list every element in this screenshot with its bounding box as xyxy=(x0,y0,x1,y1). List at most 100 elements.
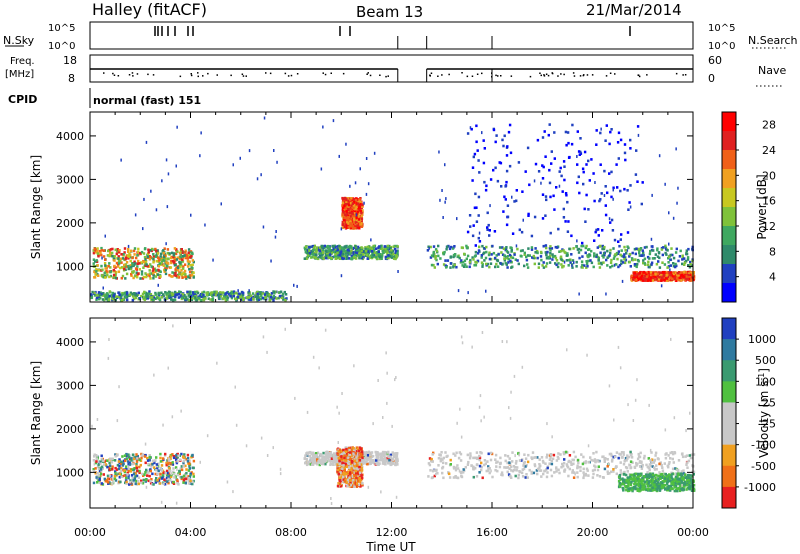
data-cell xyxy=(515,244,518,248)
data-cell xyxy=(283,290,286,294)
data-cell xyxy=(392,461,395,465)
data-cell xyxy=(388,244,391,248)
data-cell xyxy=(494,256,497,260)
data-cell xyxy=(649,271,653,274)
data-cell xyxy=(211,291,214,294)
cpid-value: normal (fast) 151 xyxy=(93,94,201,107)
nave-dot xyxy=(476,73,479,75)
data-cell xyxy=(156,472,159,476)
data-cell xyxy=(160,252,163,256)
data-cell xyxy=(681,274,684,277)
data-cell xyxy=(314,256,318,260)
data-cell xyxy=(660,279,663,282)
data-cell xyxy=(628,252,632,256)
data-cell xyxy=(396,463,399,466)
data-cell xyxy=(360,460,363,464)
data-cell xyxy=(353,209,356,212)
data-cell xyxy=(615,163,618,166)
data-cell xyxy=(365,192,368,196)
data-cell xyxy=(109,457,112,461)
data-cell xyxy=(360,215,363,218)
data-cell xyxy=(145,140,148,144)
data-cell xyxy=(627,208,630,211)
nave-dot xyxy=(572,72,575,74)
data-cell xyxy=(635,275,639,279)
data-cell xyxy=(132,271,135,274)
data-cell xyxy=(256,292,259,296)
data-cell xyxy=(641,249,644,252)
data-cell xyxy=(374,256,378,259)
data-cell xyxy=(350,254,353,258)
data-cell xyxy=(99,462,102,466)
data-cell xyxy=(90,293,93,296)
data-cell xyxy=(184,256,188,260)
data-cell xyxy=(634,173,638,176)
colorbar-swatch xyxy=(722,112,736,132)
data-cell xyxy=(178,255,182,259)
data-cell xyxy=(633,276,636,279)
nave-dot xyxy=(471,75,474,77)
data-cell xyxy=(675,279,678,282)
data-cell xyxy=(362,461,365,465)
data-cell xyxy=(105,292,109,295)
nave-dot xyxy=(491,76,493,78)
data-cell xyxy=(310,252,313,256)
data-cell xyxy=(465,246,469,249)
nave-dot xyxy=(646,74,648,76)
data-cell xyxy=(444,259,447,262)
data-cell xyxy=(92,258,96,261)
data-cell xyxy=(143,255,147,259)
data-cell xyxy=(328,249,331,252)
data-cell xyxy=(366,245,370,249)
data-cell xyxy=(135,474,139,478)
data-cell xyxy=(367,456,371,460)
data-cell xyxy=(129,291,132,295)
data-cell xyxy=(664,244,667,248)
data-cell xyxy=(656,247,659,250)
data-cell xyxy=(336,248,340,251)
data-cell xyxy=(191,453,194,457)
data-cell xyxy=(355,202,358,205)
data-cell xyxy=(466,230,470,234)
data-cell xyxy=(174,295,177,299)
data-cell xyxy=(212,258,214,262)
data-cell xyxy=(505,246,508,249)
data-cell xyxy=(331,463,335,466)
data-cell xyxy=(350,226,353,230)
data-cell xyxy=(368,461,371,465)
data-cell xyxy=(125,482,128,485)
data-cell xyxy=(172,467,175,470)
data-cell xyxy=(168,459,171,462)
data-cell xyxy=(321,455,324,459)
data-cell xyxy=(320,256,323,260)
data-cell xyxy=(373,251,377,255)
data-cell xyxy=(102,294,105,297)
data-cell xyxy=(114,471,117,475)
data-cell xyxy=(577,150,581,153)
data-cell xyxy=(157,292,160,296)
data-cell xyxy=(161,457,165,460)
data-cell xyxy=(477,159,480,162)
data-cell xyxy=(449,266,452,269)
data-cell xyxy=(384,458,387,461)
data-cell xyxy=(316,257,320,261)
data-cell xyxy=(361,209,364,212)
data-cell xyxy=(563,178,566,182)
data-cell xyxy=(136,457,139,460)
data-cell xyxy=(362,250,366,253)
data-cell xyxy=(571,259,575,262)
data-cell xyxy=(184,273,187,276)
data-cell xyxy=(131,298,134,302)
data-cell xyxy=(157,256,160,260)
data-cell xyxy=(386,451,389,454)
data-cell xyxy=(487,223,490,227)
data-cell xyxy=(632,278,635,281)
data-cell xyxy=(194,293,197,297)
data-cell xyxy=(282,298,285,301)
data-cell xyxy=(140,261,143,264)
data-cell xyxy=(322,462,325,466)
data-cell xyxy=(480,256,483,259)
data-cell xyxy=(510,266,513,269)
data-cell xyxy=(200,295,203,299)
data-cell xyxy=(95,298,98,301)
